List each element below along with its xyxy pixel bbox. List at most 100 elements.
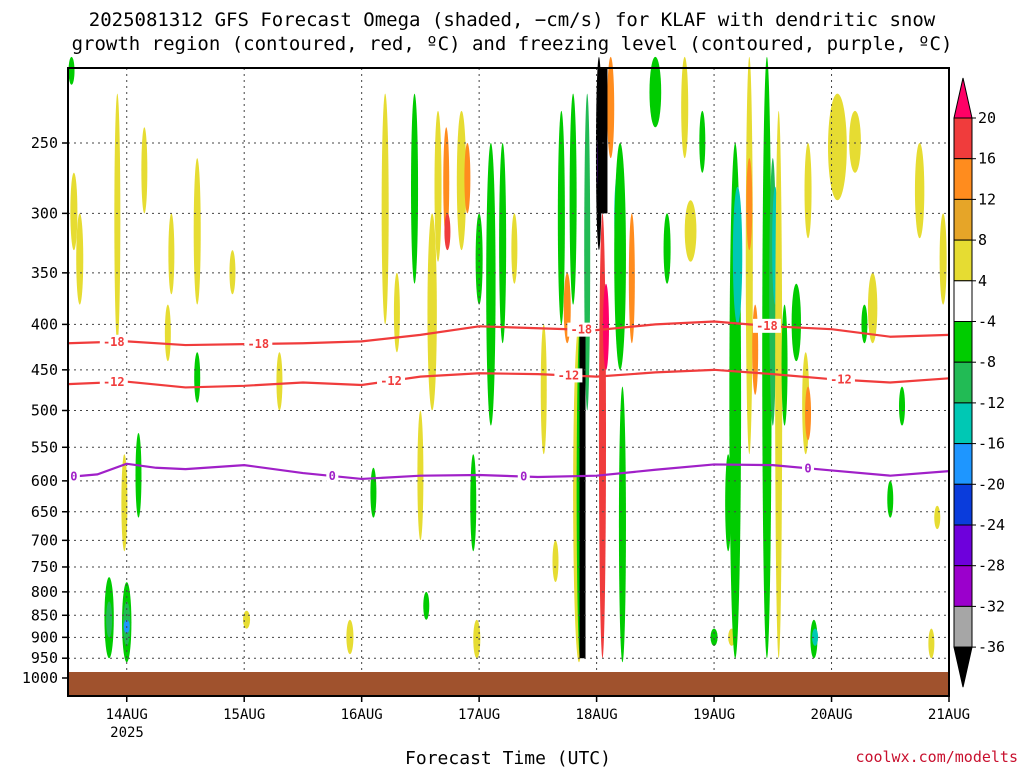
y-tick-label: 700 (31, 531, 58, 549)
colorbar-box (953, 361, 973, 404)
omega-shade-blob (934, 505, 941, 530)
x-axis: 14AUG 15AUG 16AUG 17AUG 18AUG 19AUG 20AUG 21AUG (106, 696, 970, 723)
omega-shade-blob (557, 110, 565, 325)
colorbar-box (953, 321, 973, 363)
omega-shade-blob (393, 272, 400, 353)
omega-shade-blob (887, 480, 894, 518)
contour-label: -18 (247, 337, 269, 351)
y-tick-label: 1000 (22, 669, 58, 687)
y-tick-label: 950 (31, 649, 58, 667)
omega-shade-blob (193, 158, 201, 305)
y-tick-label: 850 (31, 606, 58, 624)
y-tick-label: 450 (31, 361, 58, 379)
omega-shade-blob (486, 143, 496, 426)
omega-shade-blob (569, 93, 577, 305)
omega-shade-blob (628, 213, 635, 344)
x-tick-label: 21AUG (928, 707, 970, 723)
omega-shade-blob (121, 454, 128, 552)
chart-title-line-1: 2025081312 GFS Forecast Omega (shaded, −… (89, 9, 936, 31)
colorbar-box (953, 198, 973, 241)
omega-shade-blob (411, 93, 419, 284)
omega-shade-blob (791, 283, 801, 362)
omega-shade-blob (444, 213, 451, 251)
omega-shade-blob (618, 386, 626, 663)
colorbar-box (953, 605, 973, 648)
contour-label: -12 (558, 368, 580, 382)
omega-shade-blob (552, 540, 559, 583)
y-tick-label: 350 (31, 264, 58, 282)
contour-label-bg (244, 336, 273, 351)
contour-line (67, 368, 950, 389)
contour-label-bg (326, 469, 339, 484)
omega-shade-blob (164, 304, 171, 362)
colorbar-label: -4 (978, 313, 996, 331)
colorbar-label: 16 (978, 150, 996, 168)
colorbar-box (953, 483, 973, 526)
contour-label-bg (802, 461, 815, 476)
contour-label-bg (826, 372, 855, 387)
colorbar-label: -16 (978, 435, 1005, 453)
omega-shade-blob (602, 283, 609, 370)
colorbar-label: 20 (978, 109, 996, 127)
omega-shade-blob (746, 158, 753, 251)
y-tick-label: 800 (31, 583, 58, 601)
omega-shade-blob (114, 93, 121, 344)
omega-shade-blob (939, 213, 947, 305)
contour-label-bg (567, 322, 596, 337)
omega-shade-blob (775, 110, 783, 659)
colorbar-label: -20 (978, 475, 1005, 493)
colorbar-label: 4 (978, 272, 987, 290)
omega-shade-blob (194, 352, 201, 403)
omega-shade-blob (470, 454, 477, 552)
omega-shade-blob (828, 93, 847, 201)
y-tick-label: 300 (31, 204, 58, 222)
colorbar-label: -12 (978, 394, 1005, 412)
contour-label-bg (554, 368, 583, 383)
colorbar-label: -28 (978, 557, 1005, 575)
contour-label: 0 (520, 470, 527, 484)
omega-core-column (597, 68, 608, 214)
omega-shade-blob (141, 127, 148, 214)
omega-shading (68, 56, 947, 663)
x-tick-label: 16AUG (341, 707, 383, 723)
y-tick-label: 900 (31, 628, 58, 646)
colorbar-box (953, 158, 973, 200)
colorbar-bottom-arrow (953, 646, 973, 688)
omega-shade-blob (106, 601, 113, 638)
colorbar-label: -8 (978, 353, 996, 371)
colorbar-box (953, 117, 973, 160)
colorbar-box (953, 280, 973, 322)
omega-shade-blob (473, 619, 481, 659)
y-tick-label: 650 (31, 503, 58, 521)
omega-shade-blob (699, 110, 706, 173)
omega-shade-blob (243, 610, 251, 629)
year-label: 2025 (110, 725, 144, 741)
omega-shade-blob (684, 200, 697, 262)
x-tick-label: 20AUG (810, 707, 852, 723)
omega-shade-blob (229, 250, 236, 295)
plot-background (68, 68, 949, 696)
omega-shade-blob (464, 143, 471, 214)
colorbar-top-arrow (953, 77, 973, 119)
colorbar-box (953, 565, 973, 607)
colorbar-label: -32 (978, 597, 1005, 615)
contour-label: -12 (830, 373, 852, 387)
omega-shade-blob (381, 93, 389, 325)
contour-label: -18 (756, 319, 778, 333)
x-tick-label: 14AUG (106, 707, 148, 723)
omega-shade-blob (276, 352, 283, 411)
y-tick-label: 600 (31, 472, 58, 490)
colorbar-box (953, 443, 973, 485)
contour-label: 0 (70, 469, 77, 483)
omega-shade-blob (914, 143, 925, 239)
x-axis-title: Forecast Time (UTC) (405, 748, 611, 768)
contour-line (67, 462, 950, 481)
colorbar-box (953, 239, 973, 282)
colorbar-label: 8 (978, 231, 987, 249)
temperature-contours: -18 -18 -18 -18 -12 -12 -12 -12 0 0 0 0 (67, 318, 950, 484)
omega-shade-blob (68, 56, 75, 85)
contour-label: -18 (570, 323, 592, 337)
omega-shade-blob (346, 619, 354, 655)
omega-shade-blob (76, 213, 84, 305)
